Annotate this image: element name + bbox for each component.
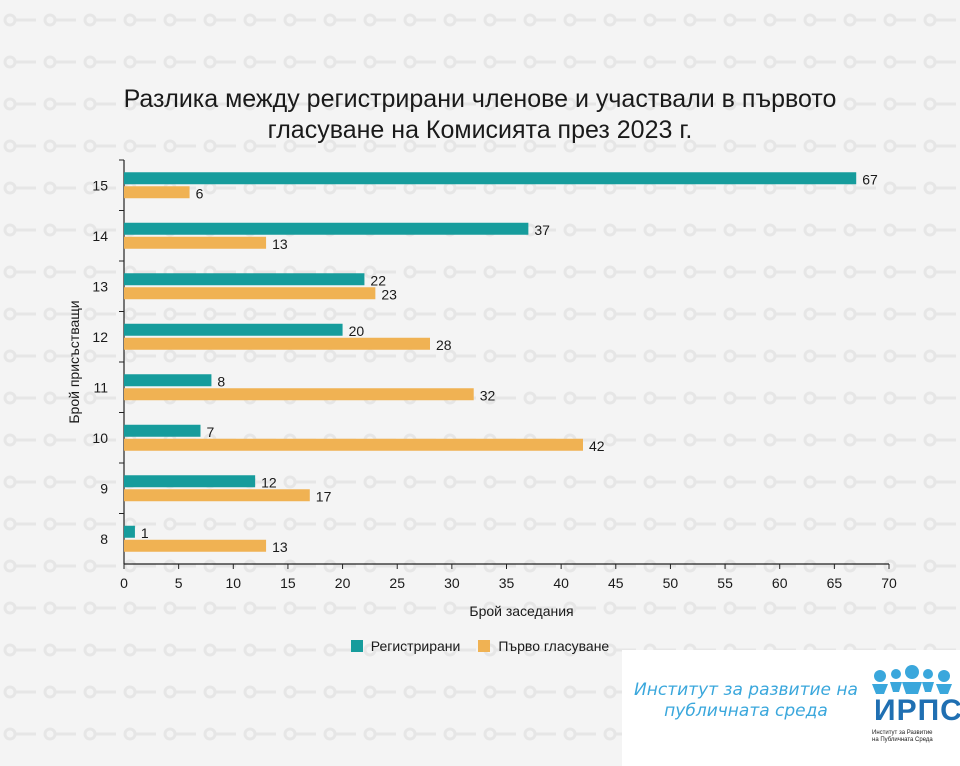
data-label: 23 (381, 286, 397, 302)
bar-first-vote (124, 539, 267, 552)
logo-institute-name: Институт за развитие на публичната среда (626, 680, 866, 722)
legend-swatch-registered (350, 640, 363, 652)
chart-title-line-1: Разлика между регистрирани членове и уча… (123, 85, 837, 113)
y-tick-label: 14 (92, 228, 108, 244)
x-tick-label: 5 (175, 575, 183, 591)
bar-first-vote (124, 186, 190, 199)
legend-item-first-vote: Първо гласуване (478, 638, 609, 654)
y-axis-title: Брой присъстващи (66, 300, 82, 423)
institute-logo: Институт за развитие на публичната среда… (622, 650, 960, 766)
data-label: 67 (862, 171, 878, 187)
x-tick-label: 60 (772, 575, 788, 591)
people-emblem-icon (872, 665, 952, 694)
bar-first-vote (124, 236, 267, 249)
logo-name-line-1: Институт за развитие на (634, 680, 858, 700)
y-tick-label: 13 (92, 278, 108, 294)
x-tick-label: 0 (120, 575, 128, 591)
y-tick-label: 9 (100, 480, 108, 496)
bar-registered (124, 424, 201, 437)
x-tick-label: 20 (335, 575, 351, 591)
bar-first-vote (124, 438, 583, 451)
data-label: 13 (272, 236, 288, 252)
legend-label-first-vote: Първо гласуване (498, 638, 610, 654)
legend-swatch-first-vote (478, 640, 491, 652)
logo-abbreviation: ИРПС (874, 694, 960, 727)
bar-registered (124, 273, 365, 286)
logo-sub-line-1: Институт за Развитие (872, 730, 933, 736)
x-tick-label: 10 (225, 575, 241, 591)
x-tick-label: 40 (553, 575, 569, 591)
bar-registered (124, 475, 256, 488)
x-tick-label: 70 (881, 575, 897, 591)
legend-item-registered: Регистрирани (350, 638, 461, 654)
data-label: 12 (261, 474, 277, 490)
bar-registered (124, 222, 529, 235)
y-tick-label: 12 (92, 329, 108, 345)
logo-sub-line-2: на Публичната Среда (872, 737, 933, 743)
data-label: 13 (272, 539, 288, 555)
data-label: 7 (207, 424, 215, 440)
x-tick-label: 35 (499, 575, 515, 591)
bar-first-vote (124, 287, 376, 300)
data-label: 37 (534, 222, 550, 238)
data-label: 6 (196, 185, 204, 201)
bar-registered (124, 525, 135, 538)
data-label: 20 (349, 323, 365, 339)
data-label: 8 (217, 373, 225, 389)
data-label: 28 (436, 337, 452, 353)
chart-title-line-2: гласуване на Комисията през 2023 г. (267, 116, 693, 144)
bar-registered (124, 323, 343, 336)
x-tick-label: 65 (827, 575, 843, 591)
chart-legend: Регистрирани Първо гласуване (0, 638, 960, 654)
data-label: 42 (589, 438, 605, 454)
y-tick-label: 8 (100, 531, 108, 547)
x-tick-label: 25 (389, 575, 405, 591)
legend-label-registered: Регистрирани (370, 638, 461, 654)
bar-first-vote (124, 489, 310, 502)
x-tick-label: 15 (280, 575, 296, 591)
x-tick-label: 45 (608, 575, 624, 591)
x-tick-label: 50 (663, 575, 679, 591)
bar-first-vote (124, 337, 430, 350)
data-label: 22 (370, 272, 386, 288)
data-label: 1 (141, 525, 149, 541)
data-label: 17 (316, 488, 332, 504)
logo-name-line-2: публичната среда (664, 701, 828, 721)
y-tick-label: 15 (92, 177, 108, 193)
y-tick-label: 10 (92, 430, 108, 446)
y-tick-label: 11 (93, 379, 108, 395)
x-tick-label: 55 (717, 575, 733, 591)
bar-registered (124, 172, 857, 185)
data-label: 32 (480, 387, 496, 403)
bar-first-vote (124, 388, 474, 401)
logo-subtitle: Институт за Развитие на Публичната Среда (872, 730, 958, 744)
chart-title: Разлика между регистрирани членове и уча… (80, 84, 880, 146)
bar-registered (124, 374, 212, 387)
x-axis-title: Брой заседания (469, 603, 573, 619)
x-tick-label: 30 (444, 575, 460, 591)
